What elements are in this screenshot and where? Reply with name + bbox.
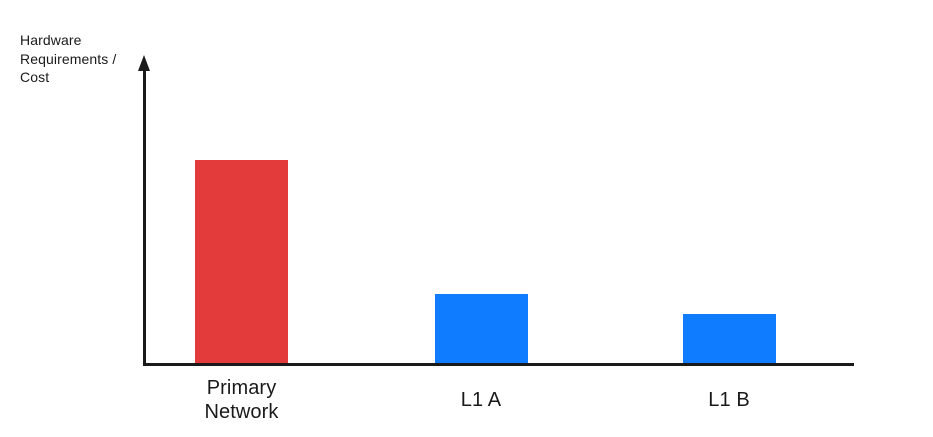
y-axis-line xyxy=(143,62,146,364)
category-label-l1-b: L1 B xyxy=(708,389,750,411)
bar-primary-network xyxy=(195,160,288,363)
arrow-up-icon xyxy=(137,55,150,71)
y-axis-label: Hardware Requirements / Cost xyxy=(20,32,117,85)
category-label-primary-network: Primary Network xyxy=(204,377,279,423)
bar-l1-a xyxy=(434,293,528,363)
bar-l1-b xyxy=(682,314,776,363)
x-axis-line xyxy=(143,363,854,366)
category-label-l1-a: L1 A xyxy=(460,389,502,411)
